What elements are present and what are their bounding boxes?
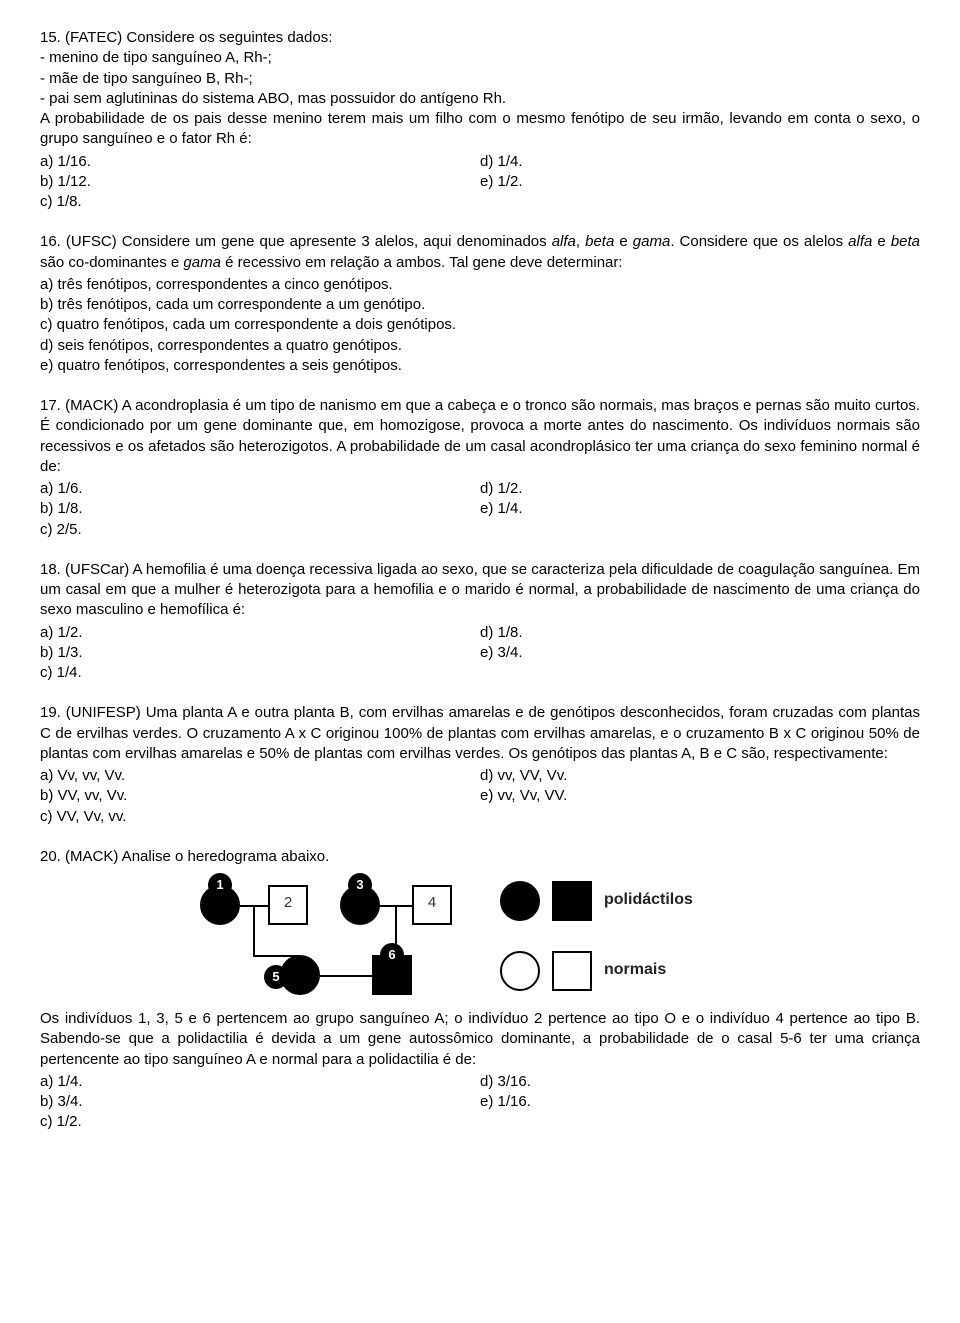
num-4: 4 bbox=[422, 893, 442, 913]
q20-after: Os indivíduos 1, 3, 5 e 6 pertencem ao g… bbox=[40, 1009, 920, 1070]
line-down-1 bbox=[253, 905, 255, 955]
q20-col2: d) 3/16. e) 1/16. bbox=[480, 1072, 920, 1133]
q16-opt-e: e) quatro fenótipos, correspondentes a s… bbox=[40, 356, 920, 376]
badge-6: 6 bbox=[380, 943, 404, 967]
badge-3-text: 3 bbox=[356, 876, 363, 894]
q19-opt-d: d) vv, VV, Vv. bbox=[480, 766, 920, 786]
q15-line2: - mãe de tipo sanguíneo B, Rh-; bbox=[40, 70, 253, 87]
q17-opt-c: c) 2/5. bbox=[40, 520, 480, 540]
badge-1: 1 bbox=[208, 873, 232, 897]
q17-opt-e: e) 1/4. bbox=[480, 499, 920, 519]
q16-opt-d: d) seis fenótipos, correspondentes a qua… bbox=[40, 336, 920, 356]
q17-col1: a) 1/6. b) 1/8. c) 2/5. bbox=[40, 479, 480, 540]
question-18: 18. (UFSCar) A hemofilia é uma doença re… bbox=[40, 560, 920, 684]
q16-beta1: beta bbox=[585, 233, 614, 250]
badge-6-text: 6 bbox=[388, 946, 395, 964]
q20-opt-e: e) 1/16. bbox=[480, 1092, 920, 1112]
legend-poly-circle bbox=[500, 881, 540, 921]
q18-opt-b: b) 1/3. bbox=[40, 643, 480, 663]
q15-opt-b: b) 1/12. bbox=[40, 172, 480, 192]
q16-t3: são co-dominantes e bbox=[40, 254, 183, 271]
q20-intro: 20. (MACK) Analise o heredograma abaixo. bbox=[40, 847, 920, 867]
q19-opt-e: e) vv, Vv, VV. bbox=[480, 786, 920, 806]
q17-options: a) 1/6. b) 1/8. c) 2/5. d) 1/2. e) 1/4. bbox=[40, 479, 920, 540]
q16-and2: e bbox=[872, 233, 890, 250]
legend-norm-label: normais bbox=[604, 959, 666, 981]
badge-3: 3 bbox=[348, 873, 372, 897]
q18-opt-e: e) 3/4. bbox=[480, 643, 920, 663]
q15-opt-a: a) 1/16. bbox=[40, 152, 480, 172]
badge-5: 5 bbox=[264, 965, 288, 989]
q16-gama1: gama bbox=[633, 233, 671, 250]
q15-opt-e: e) 1/2. bbox=[480, 172, 920, 192]
q19-stem: 19. (UNIFESP) Uma planta A e outra plant… bbox=[40, 703, 920, 764]
q15-opt-c: c) 1/8. bbox=[40, 192, 480, 212]
q15-col1: a) 1/16. b) 1/12. c) 1/8. bbox=[40, 152, 480, 213]
line-5-6 bbox=[320, 975, 372, 977]
question-20: 20. (MACK) Analise o heredograma abaixo.… bbox=[40, 847, 920, 1133]
q20-opt-c: c) 1/2. bbox=[40, 1112, 480, 1132]
question-19: 19. (UNIFESP) Uma planta A e outra plant… bbox=[40, 703, 920, 827]
q19-opt-b: b) VV, vv, Vv. bbox=[40, 786, 480, 806]
q16-stem: 16. (UFSC) Considere um gene que apresen… bbox=[40, 232, 920, 273]
q20-col1: a) 1/4. b) 3/4. c) 1/2. bbox=[40, 1072, 480, 1133]
q18-col2: d) 1/8. e) 3/4. bbox=[480, 623, 920, 684]
q16-gama2: gama bbox=[183, 254, 221, 271]
badge-5-text: 5 bbox=[272, 968, 279, 986]
q17-opt-a: a) 1/6. bbox=[40, 479, 480, 499]
legend-poly-label: polidáctilos bbox=[604, 889, 693, 911]
q19-opt-c: c) VV, Vv, vv. bbox=[40, 807, 480, 827]
q15-options: a) 1/16. b) 1/12. c) 1/8. d) 1/4. e) 1/2… bbox=[40, 152, 920, 213]
question-16: 16. (UFSC) Considere um gene que apresen… bbox=[40, 232, 920, 376]
q16-alfa2: alfa bbox=[848, 233, 872, 250]
q20-opt-a: a) 1/4. bbox=[40, 1072, 480, 1092]
q20-opt-b: b) 3/4. bbox=[40, 1092, 480, 1112]
q15-line4: A probabilidade de os pais desse menino … bbox=[40, 110, 920, 147]
num-2: 2 bbox=[278, 893, 298, 913]
q18-opt-c: c) 1/4. bbox=[40, 663, 480, 683]
q19-opt-a: a) Vv, vv, Vv. bbox=[40, 766, 480, 786]
q18-options: a) 1/2. b) 1/3. c) 1/4. d) 1/8. e) 3/4. bbox=[40, 623, 920, 684]
heredogram-diagram: 1 2 3 4 5 6 polidáctilos normais bbox=[180, 873, 740, 1003]
q18-stem: 18. (UFSCar) A hemofilia é uma doença re… bbox=[40, 560, 920, 621]
legend-norm-square bbox=[552, 951, 592, 991]
legend-norm-circle bbox=[500, 951, 540, 991]
q16-opt-a: a) três fenótipos, correspondentes a cin… bbox=[40, 275, 920, 295]
question-17: 17. (MACK) A acondroplasia é um tipo de … bbox=[40, 396, 920, 540]
question-15: 15. (FATEC) Considere os seguintes dados… bbox=[40, 28, 920, 212]
q15-line0: 15. (FATEC) Considere os seguintes dados… bbox=[40, 29, 332, 46]
badge-1-text: 1 bbox=[216, 876, 223, 894]
q16-and1: e bbox=[614, 233, 632, 250]
legend-poly-square bbox=[552, 881, 592, 921]
q19-options: a) Vv, vv, Vv. b) VV, vv, Vv. c) VV, Vv,… bbox=[40, 766, 920, 827]
q16-t1: 16. (UFSC) Considere um gene que apresen… bbox=[40, 233, 552, 250]
q15-line1: - menino de tipo sanguíneo A, Rh-; bbox=[40, 49, 272, 66]
q17-col2: d) 1/2. e) 1/4. bbox=[480, 479, 920, 540]
q17-opt-b: b) 1/8. bbox=[40, 499, 480, 519]
q16-opt-b: b) três fenótipos, cada um correspondent… bbox=[40, 295, 920, 315]
q16-t4: é recessivo em relação a ambos. Tal gene… bbox=[221, 254, 623, 271]
q15-stem: 15. (FATEC) Considere os seguintes dados… bbox=[40, 28, 920, 150]
q19-col1: a) Vv, vv, Vv. b) VV, vv, Vv. c) VV, Vv,… bbox=[40, 766, 480, 827]
q17-stem: 17. (MACK) A acondroplasia é um tipo de … bbox=[40, 396, 920, 477]
q18-opt-a: a) 1/2. bbox=[40, 623, 480, 643]
q15-opt-d: d) 1/4. bbox=[480, 152, 920, 172]
q16-opt-c: c) quatro fenótipos, cada um corresponde… bbox=[40, 315, 920, 335]
q18-col1: a) 1/2. b) 1/3. c) 1/4. bbox=[40, 623, 480, 684]
q16-beta2: beta bbox=[891, 233, 920, 250]
q19-col2: d) vv, VV, Vv. e) vv, Vv, VV. bbox=[480, 766, 920, 827]
q16-t2: . Considere que os alelos bbox=[670, 233, 848, 250]
q17-opt-d: d) 1/2. bbox=[480, 479, 920, 499]
q18-opt-d: d) 1/8. bbox=[480, 623, 920, 643]
q15-col2: d) 1/4. e) 1/2. bbox=[480, 152, 920, 213]
q20-opt-d: d) 3/16. bbox=[480, 1072, 920, 1092]
q16-comma1: , bbox=[576, 233, 585, 250]
q15-line3: - pai sem aglutininas do sistema ABO, ma… bbox=[40, 90, 506, 107]
q16-alfa1: alfa bbox=[552, 233, 576, 250]
q20-options: a) 1/4. b) 3/4. c) 1/2. d) 3/16. e) 1/16… bbox=[40, 1072, 920, 1133]
